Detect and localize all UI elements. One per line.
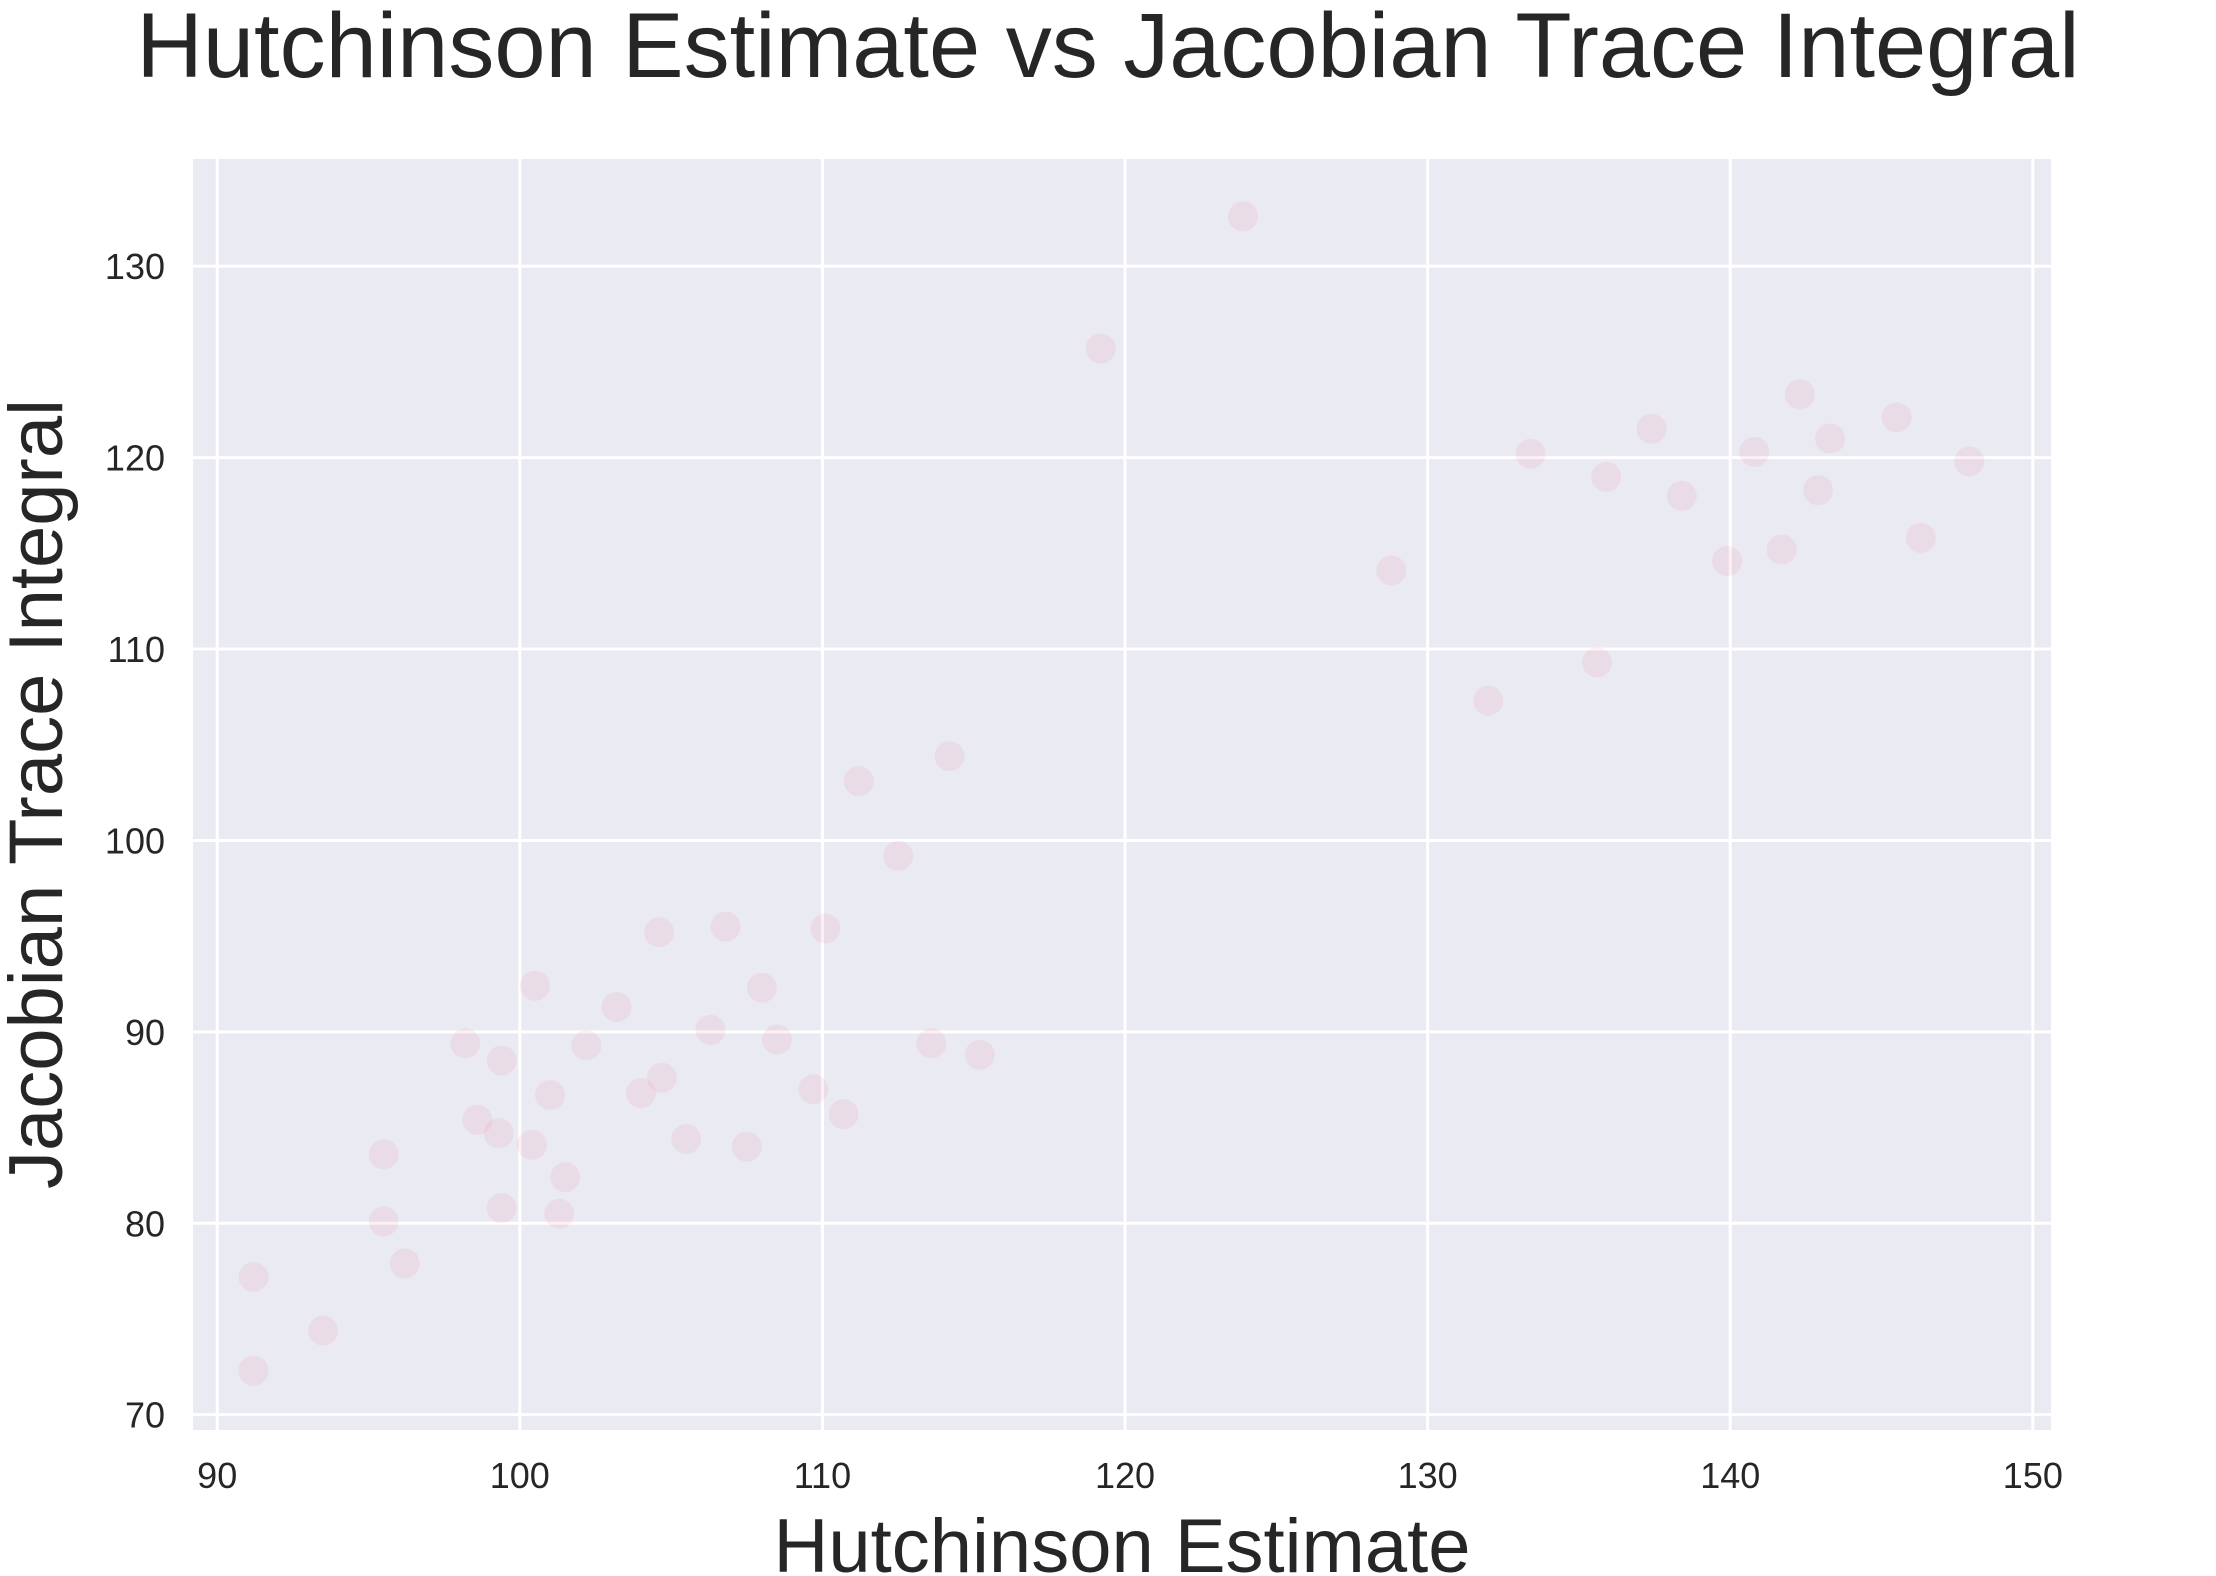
scatter-point (601, 992, 632, 1022)
scatter-point (843, 766, 874, 797)
scatter-point (1905, 523, 1936, 553)
scatter-point (1739, 436, 1770, 467)
scatter-point (1712, 546, 1743, 576)
scatter-point (710, 911, 741, 942)
scatter-point (1803, 475, 1833, 506)
scatter-point (1582, 647, 1613, 678)
x-axis-title: Hutchinson Estimate (774, 1504, 1471, 1576)
scatter-point (1228, 201, 1258, 232)
grid-lines (193, 159, 2051, 1430)
scatter-point (1881, 402, 1912, 433)
y-tick-label: 80 (125, 1203, 165, 1244)
scatter-point (810, 913, 841, 944)
scatter-point (644, 917, 674, 948)
scatter-point (535, 1080, 566, 1110)
scatter-point (1515, 438, 1546, 469)
scatter-point (934, 741, 965, 772)
scatter-point (1376, 555, 1407, 586)
scatter-point (1085, 333, 1116, 364)
scatter-point (647, 1062, 677, 1093)
scatter-point (486, 1045, 517, 1076)
scatter-point (389, 1248, 420, 1279)
y-tick-label: 70 (125, 1395, 165, 1436)
scatter-point (462, 1104, 493, 1135)
x-tick-label: 130 (1398, 1455, 1458, 1496)
data-points (238, 201, 1985, 1386)
scatter-point (828, 1099, 859, 1130)
scatter-point (671, 1124, 702, 1154)
scatter-point (731, 1131, 762, 1162)
scatter-point (625, 1078, 656, 1109)
y-tick-label: 120 (105, 438, 165, 479)
scatter-point (746, 972, 777, 1003)
x-tick-label: 110 (794, 1455, 851, 1496)
scatter-point (762, 1024, 792, 1055)
scatter-point (695, 1014, 726, 1045)
scatter-point (1666, 480, 1697, 511)
scatter-point (1636, 413, 1667, 444)
scatter-point (368, 1206, 399, 1237)
scatter-point (308, 1315, 339, 1346)
scatter-point (238, 1261, 269, 1292)
scatter-point (550, 1162, 581, 1193)
y-tick-label: 130 (105, 246, 165, 287)
scatter-point (1784, 379, 1815, 410)
y-axis-title: Jacobian Trace Integral (0, 399, 79, 1189)
scatter-point (571, 1030, 602, 1061)
y-tick-label: 90 (125, 1012, 165, 1053)
scatter-point (798, 1074, 829, 1105)
scatter-point (486, 1193, 517, 1223)
scatter-point (1815, 423, 1846, 454)
scatter-point (883, 840, 914, 871)
x-tick-label: 140 (1700, 1455, 1760, 1496)
scatter-point (964, 1039, 995, 1070)
scatter-point (516, 1129, 547, 1160)
y-tick-label: 110 (108, 629, 165, 670)
scatter-point (368, 1139, 399, 1170)
scatter-point (519, 970, 550, 1001)
scatter-point (916, 1028, 947, 1059)
x-tick-label: 100 (490, 1455, 550, 1496)
scatter-point (1591, 461, 1622, 492)
x-tick-label: 150 (2003, 1455, 2063, 1496)
x-tick-label: 120 (1095, 1455, 1155, 1496)
x-tick-label: 90 (197, 1455, 237, 1496)
scatter-point (1473, 685, 1504, 716)
scatter-point (238, 1355, 269, 1386)
scatter-point (450, 1028, 481, 1059)
y-tick-label: 100 (105, 820, 165, 861)
scatter-point (483, 1118, 514, 1149)
plot-area (193, 159, 2051, 1430)
scatter-point (1954, 446, 1985, 477)
tick-labels: 90 100 110 120 130 140 150 70 80 90 100 110 120 130 (105, 246, 2063, 1496)
scatter-point (544, 1198, 575, 1229)
scatter-point (1766, 534, 1797, 565)
chart-title: Hutchinson Estimate vs Jacobian Trace In… (136, 0, 2080, 97)
